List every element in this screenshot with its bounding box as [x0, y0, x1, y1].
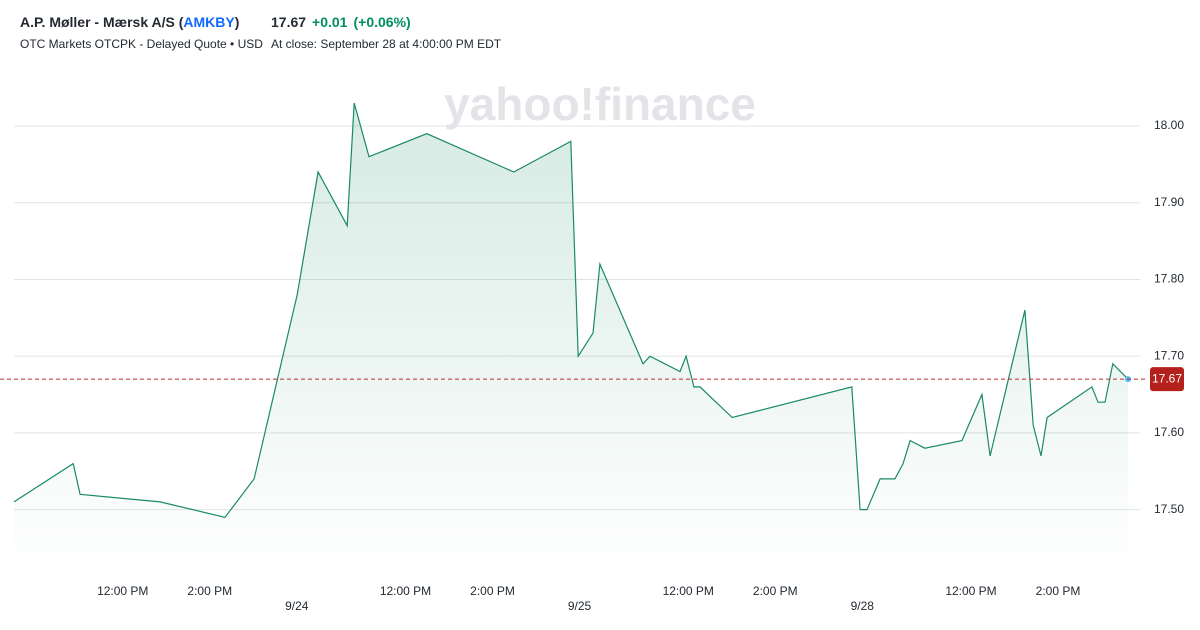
name-end: ): [234, 14, 240, 30]
x-tick-label: 9/28: [851, 599, 875, 613]
price: 17.67: [271, 14, 307, 30]
close-time: At close: September 28 at 4:00:00 PM EDT: [271, 37, 502, 51]
y-tick-label: 17.60: [1154, 425, 1184, 439]
y-tick-label: 18.00: [1154, 118, 1184, 132]
x-tick-label: 9/24: [285, 599, 309, 613]
change-percent: (+0.06%): [353, 14, 411, 30]
y-tick-label: 17.90: [1154, 195, 1184, 209]
price-line: [13, 102, 1129, 518]
x-tick-label: 2:00 PM: [187, 584, 232, 598]
area-fill: [14, 103, 1129, 575]
x-tick-label: 12:00 PM: [945, 584, 996, 598]
y-tick-label: 17.80: [1154, 272, 1184, 286]
x-tick-label: 2:00 PM: [753, 584, 798, 598]
last-price-label: 17.67: [1152, 371, 1182, 385]
x-tick-label: 12:00 PM: [663, 584, 714, 598]
watermark: yahoo!finance: [444, 78, 756, 130]
symbol[interactable]: AMKBY: [183, 14, 235, 30]
y-tick-label: 17.50: [1154, 502, 1184, 516]
x-tick-label: 12:00 PM: [380, 584, 431, 598]
change: +0.01: [312, 14, 348, 30]
quote: 17.67 +0.01 (+0.06%): [271, 14, 411, 30]
name: A.P. Møller - Mærsk A/S (: [20, 14, 184, 30]
exchange: OTC Markets OTCPK - Delayed Quote • USD: [20, 37, 263, 51]
y-tick-label: 17.70: [1154, 348, 1184, 362]
x-tick-label: 2:00 PM: [1036, 584, 1081, 598]
x-tick-label: 2:00 PM: [470, 584, 515, 598]
company-name: A.P. Møller - Mærsk A/S (AMKBY): [20, 14, 239, 30]
last-price-box: [1150, 367, 1184, 392]
x-tick-label: 12:00 PM: [97, 584, 148, 598]
x-tick-label: 9/25: [568, 599, 592, 613]
